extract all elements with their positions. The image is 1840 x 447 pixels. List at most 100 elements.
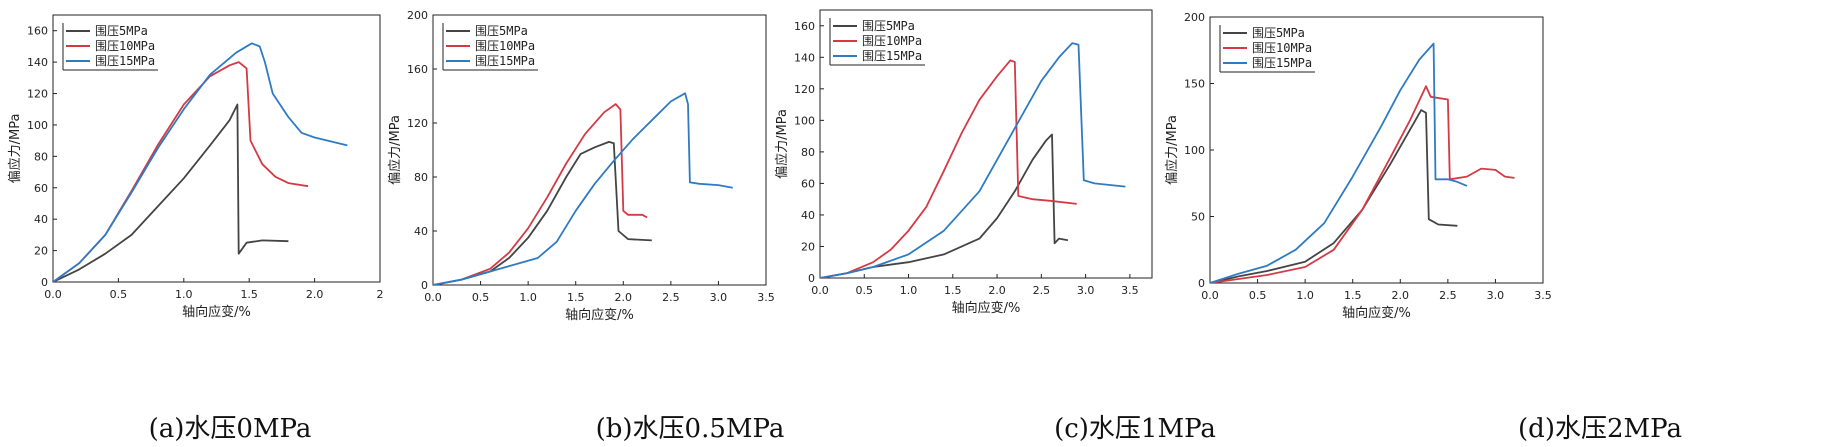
- x-tick-label: 2.0: [988, 284, 1006, 297]
- y-tick-label: 160: [794, 20, 815, 33]
- y-tick-label: 100: [794, 114, 815, 127]
- x-tick-label: 2.5: [1439, 289, 1457, 302]
- y-tick-label: 80: [34, 150, 48, 163]
- y-tick-label: 0: [808, 272, 815, 285]
- y-tick-label: 200: [407, 9, 428, 22]
- y-axis-label: 偏应力/MPa: [387, 115, 403, 185]
- x-tick-label: 0.5: [472, 291, 490, 304]
- series-line-2: [433, 103, 648, 285]
- legend-entry: 围压5MPa: [862, 19, 915, 33]
- x-tick-label: 0.0: [44, 288, 62, 301]
- legend-entry: 围压15MPa: [1252, 56, 1312, 70]
- series-line-3: [1210, 42, 1468, 283]
- x-axis-label: 轴向应变/%: [1342, 305, 1411, 321]
- plot-frame: [52, 14, 381, 283]
- series-line-1: [433, 141, 652, 285]
- y-tick-label: 0: [421, 279, 428, 292]
- x-tick-label: 2.0: [615, 291, 633, 304]
- x-tick-label: 3.5: [1534, 289, 1552, 302]
- legend-entry: 围压15MPa: [862, 49, 922, 63]
- y-axis-label: 偏应力/MPa: [774, 109, 790, 179]
- x-tick-label: 1.5: [944, 284, 962, 297]
- y-tick-label: 120: [27, 88, 48, 101]
- x-tick-label: 0.0: [811, 284, 829, 297]
- series-line-1: [820, 133, 1069, 278]
- legend-entry: 围压5MPa: [475, 24, 528, 38]
- x-tick-label: 3.5: [1121, 284, 1139, 297]
- x-tick-label: 0.5: [856, 284, 874, 297]
- chart-b: 0.0 0.5 1.0 1.5 2.0 2.5 3.0 3.5 0 40 80 120 160 200 轴向…: [387, 9, 775, 323]
- x-tick-label: 2.0: [1392, 289, 1410, 302]
- series-line-3: [433, 92, 733, 285]
- chart-c: 0.0 0.5 1.0 1.5 2.0 2.5 3.0 3.5 0 20 40 60 80 100 120 1…: [774, 9, 1153, 316]
- series-line-2: [1210, 85, 1515, 283]
- plot-frame: [432, 14, 767, 286]
- x-tick-label: 3.0: [710, 291, 728, 304]
- y-tick-label: 120: [794, 83, 815, 96]
- y-axis-label: 偏应力/MPa: [7, 114, 23, 184]
- y-tick-label: 140: [794, 51, 815, 64]
- x-axis-label: 轴向应变/%: [565, 307, 634, 323]
- x-tick-label: 0.0: [424, 291, 442, 304]
- legend-entry: 围压15MPa: [475, 54, 535, 68]
- caption-d: (d)水压2MPa: [1518, 414, 1682, 444]
- series-line-3: [820, 42, 1126, 278]
- series-line-1: [1210, 109, 1458, 283]
- y-tick-label: 100: [27, 119, 48, 132]
- y-tick-label: 100: [1184, 144, 1205, 157]
- plot-frame: [819, 9, 1153, 279]
- legend-entry: 围压10MPa: [475, 39, 535, 53]
- x-tick-label: 0.0: [1201, 289, 1219, 302]
- legend-entry: 围压10MPa: [862, 34, 922, 48]
- x-tick-label: 3.5: [757, 291, 775, 304]
- x-axis-label: 轴向应变/%: [182, 304, 251, 320]
- x-tick-label: 2.0: [306, 288, 324, 301]
- caption-a: (a)水压0MPa: [148, 414, 312, 444]
- y-tick-label: 40: [801, 209, 815, 222]
- x-tick-label: 2.5: [1033, 284, 1051, 297]
- y-tick-label: 160: [27, 25, 48, 38]
- y-tick-label: 0: [1198, 277, 1205, 290]
- y-tick-label: 140: [27, 56, 48, 69]
- caption-b: (b)水压0.5MPa: [595, 414, 785, 444]
- legend-entry: 围压5MPa: [1252, 26, 1305, 40]
- chart-d: 0.0 0.5 1.0 1.5 2.0 2.5 3.0 3.5 0 50 100 150 200 轴向应变…: [1164, 11, 1552, 321]
- y-tick-label: 20: [34, 245, 48, 258]
- y-tick-label: 40: [34, 213, 48, 226]
- x-tick-label: 1.0: [1296, 289, 1314, 302]
- x-tick-label: 0.5: [110, 288, 128, 301]
- legend-entry: 围压15MPa: [95, 54, 155, 68]
- series-line-3: [53, 42, 348, 282]
- x-tick-label: 2: [377, 288, 384, 301]
- x-tick-label: 2.5: [662, 291, 680, 304]
- x-tick-label: 1.5: [567, 291, 585, 304]
- legend-entry: 围压10MPa: [95, 39, 155, 53]
- x-tick-label: 0.5: [1249, 289, 1267, 302]
- y-axis-label: 偏应力/MPa: [1164, 115, 1180, 185]
- y-tick-label: 60: [801, 177, 815, 190]
- caption-c: (c)水压1MPa: [1054, 414, 1216, 444]
- y-tick-label: 80: [414, 171, 428, 184]
- y-tick-label: 60: [34, 182, 48, 195]
- x-tick-label: 1.5: [1344, 289, 1362, 302]
- y-tick-label: 40: [414, 225, 428, 238]
- x-tick-label: 3.0: [1077, 284, 1095, 297]
- chart-a: 0.0 0.5 1.0 1.5 2.0 2020406080100120140160轴向应…: [7, 14, 384, 320]
- x-tick-label: 1.0: [175, 288, 193, 301]
- y-tick-label: 120: [407, 117, 428, 130]
- x-tick-label: 1.5: [240, 288, 258, 301]
- series-line-2: [820, 59, 1077, 278]
- x-tick-label: 1.0: [900, 284, 918, 297]
- y-tick-label: 200: [1184, 11, 1205, 24]
- x-tick-label: 1.0: [519, 291, 537, 304]
- y-tick-label: 0: [41, 276, 48, 289]
- legend-entry: 围压5MPa: [95, 24, 148, 38]
- x-tick-label: 3.0: [1487, 289, 1505, 302]
- x-axis-label: 轴向应变/%: [952, 300, 1021, 316]
- legend-entry: 围压10MPa: [1252, 41, 1312, 55]
- y-tick-label: 20: [801, 240, 815, 253]
- y-tick-label: 80: [801, 146, 815, 159]
- y-tick-label: 50: [1191, 211, 1205, 224]
- series-line-1: [53, 103, 289, 282]
